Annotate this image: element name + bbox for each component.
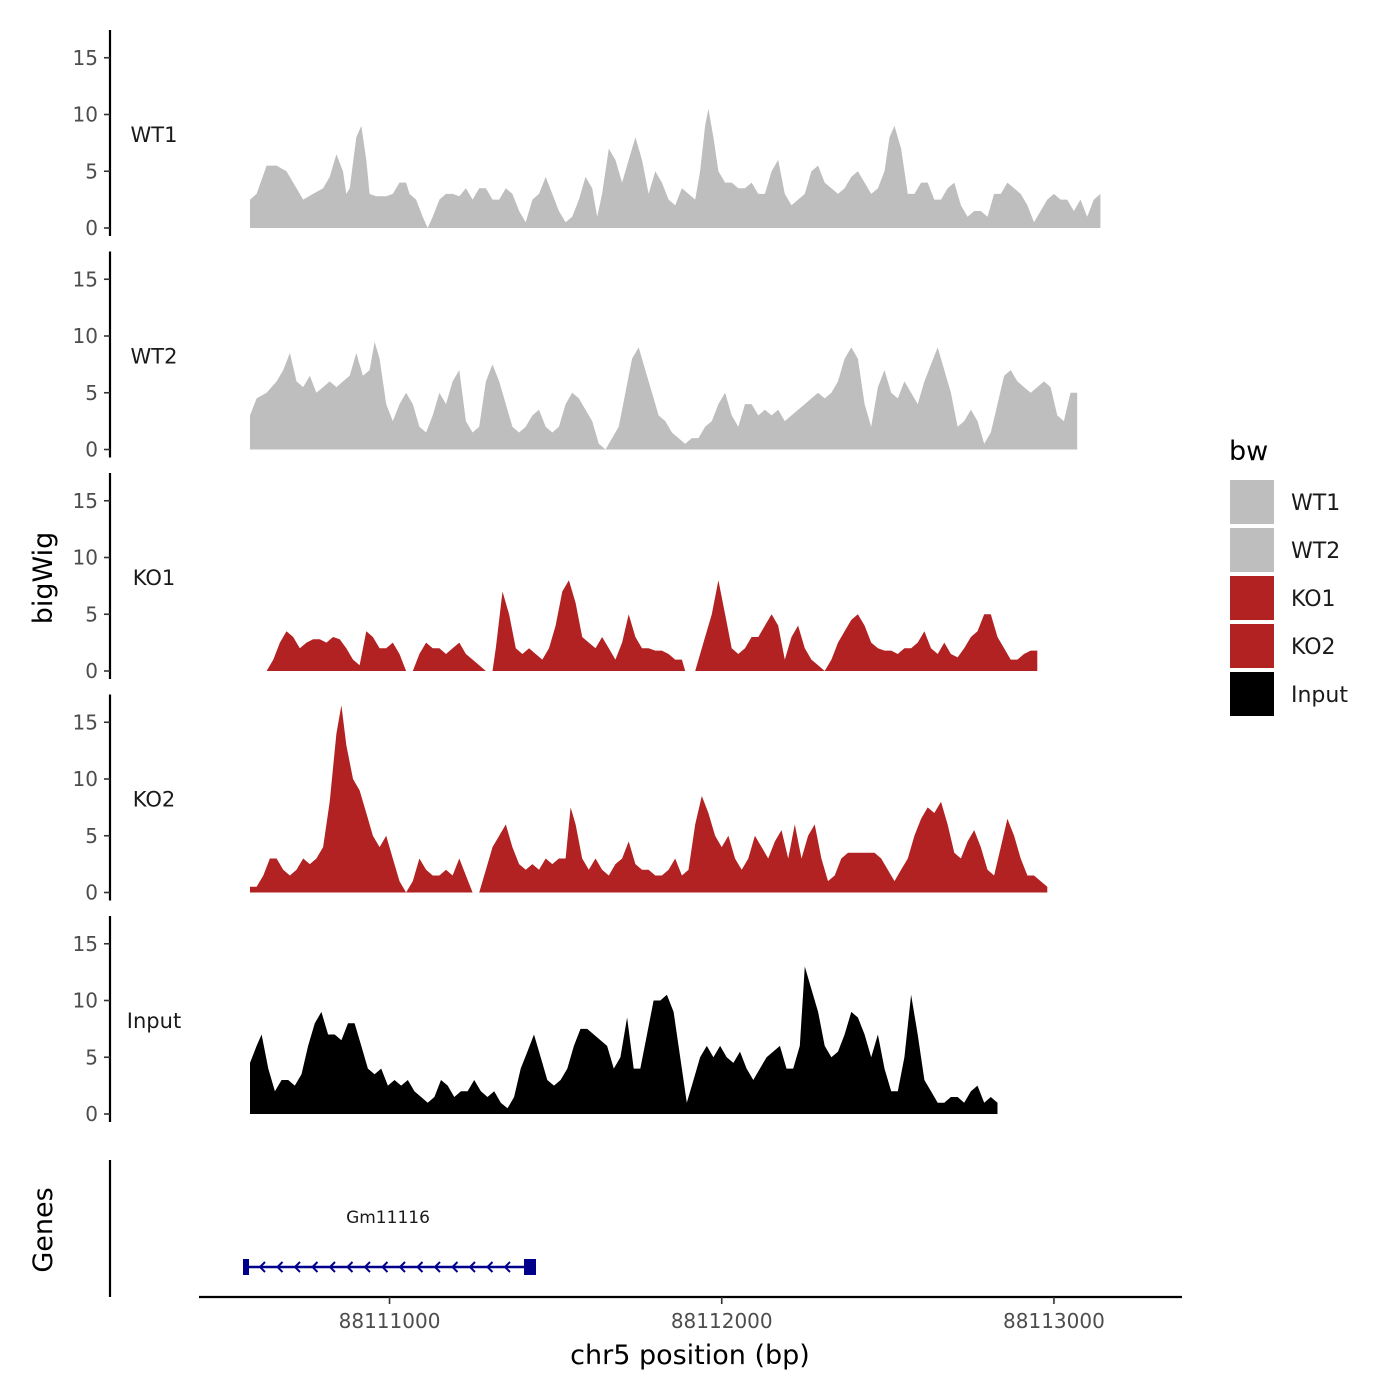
x-tick-label: 88113000	[1003, 1309, 1105, 1333]
y-tick-label: 0	[85, 881, 98, 905]
y-tick-label: 10	[73, 546, 98, 570]
track-label-input: Input	[127, 1009, 181, 1033]
legend-label: Input	[1291, 683, 1348, 708]
y-tick-label: 15	[73, 46, 98, 70]
genes-track-title: Genes	[28, 1187, 59, 1272]
y-tick-label: 5	[85, 1045, 98, 1069]
strand-arrow-icon	[503, 1261, 511, 1273]
strand-arrow-icon	[293, 1261, 301, 1273]
y-tick-label: 0	[85, 438, 98, 462]
signal-area-wt1	[250, 108, 1101, 228]
gene-name-label: Gm11116	[346, 1208, 430, 1228]
y-axis-title: bigWig	[28, 532, 59, 625]
legend-item-ko2: KO2	[1230, 624, 1336, 668]
x-tick-label: 88112000	[671, 1309, 773, 1333]
genes-panel: Gm11116	[108, 1160, 536, 1297]
track-label-ko2: KO2	[133, 788, 176, 812]
legend-label: KO1	[1291, 587, 1336, 612]
strand-arrow-icon	[433, 1261, 441, 1273]
gene-exon	[524, 1259, 536, 1275]
track-input: 0 5 10 15 Input	[73, 916, 998, 1126]
legend-item-wt2: WT2	[1230, 528, 1340, 572]
legend-label: WT1	[1291, 491, 1340, 516]
strand-arrow-icon	[416, 1261, 424, 1273]
legend-title: bw	[1229, 436, 1268, 467]
y-tick-label: 0	[85, 659, 98, 683]
signal-area-ko1	[266, 580, 1038, 671]
y-tick-label: 5	[85, 381, 98, 405]
signal-area-input	[250, 966, 998, 1114]
strand-arrow-icon	[276, 1261, 284, 1273]
strand-arrow-icon	[258, 1261, 266, 1273]
strand-arrow-icon	[451, 1261, 459, 1273]
y-tick-label: 15	[73, 710, 98, 734]
gene-gm11116: Gm11116	[243, 1208, 536, 1275]
y-tick-label: 10	[73, 989, 98, 1013]
track-label-ko1: KO1	[133, 566, 176, 590]
strand-arrow-icon	[381, 1261, 389, 1273]
track-label-wt1: WT1	[131, 123, 178, 147]
strand-arrow-icon	[398, 1261, 406, 1273]
legend-swatch	[1230, 480, 1274, 524]
strand-arrow-icon	[363, 1261, 371, 1273]
track-ko2: 0 5 10 15 KO2	[73, 694, 1048, 905]
legend-swatch	[1230, 624, 1274, 668]
legend: WT1 WT2 KO1 KO2 Input	[1230, 480, 1348, 716]
legend-swatch	[1230, 576, 1274, 620]
y-tick-label: 10	[73, 103, 98, 127]
y-tick-label: 15	[73, 489, 98, 513]
y-tick-label: 15	[73, 267, 98, 291]
tracks-group: 0 5 10 15 WT1 0 5 10 15 WT2 0 5 10 15 KO1 0 5 10 15 KO2 0 5 10…	[73, 30, 1101, 1126]
gene-exon	[243, 1259, 249, 1275]
strand-arrow-icon	[486, 1261, 494, 1273]
y-tick-label: 0	[85, 1102, 98, 1126]
track-label-wt2: WT2	[131, 345, 178, 369]
legend-item-wt1: WT1	[1230, 480, 1340, 524]
strand-arrow-icon	[311, 1261, 319, 1273]
legend-label: WT2	[1291, 539, 1340, 564]
x-axis: 88111000 88112000 88113000	[199, 1295, 1182, 1333]
track-wt2: 0 5 10 15 WT2	[73, 251, 1078, 462]
y-tick-label: 5	[85, 824, 98, 848]
signal-area-ko2	[250, 705, 1048, 893]
legend-item-input: Input	[1230, 672, 1348, 716]
legend-swatch	[1230, 672, 1274, 716]
strand-arrow-icon	[468, 1261, 476, 1273]
x-tick-label: 88111000	[339, 1309, 441, 1333]
strand-arrow-icon	[328, 1261, 336, 1273]
x-axis-title: chr5 position (bp)	[570, 1340, 810, 1371]
legend-item-ko1: KO1	[1230, 576, 1336, 620]
y-tick-label: 5	[85, 602, 98, 626]
track-wt1: 0 5 10 15 WT1	[73, 30, 1101, 240]
y-tick-label: 15	[73, 932, 98, 956]
y-tick-label: 0	[85, 216, 98, 240]
strand-arrow-icon	[346, 1261, 354, 1273]
y-tick-label: 10	[73, 767, 98, 791]
legend-swatch	[1230, 528, 1274, 572]
legend-label: KO2	[1291, 635, 1336, 660]
signal-area-wt2	[250, 341, 1078, 450]
track-ko1: 0 5 10 15 KO1	[73, 473, 1038, 683]
y-tick-label: 10	[73, 324, 98, 348]
y-tick-label: 5	[85, 159, 98, 183]
